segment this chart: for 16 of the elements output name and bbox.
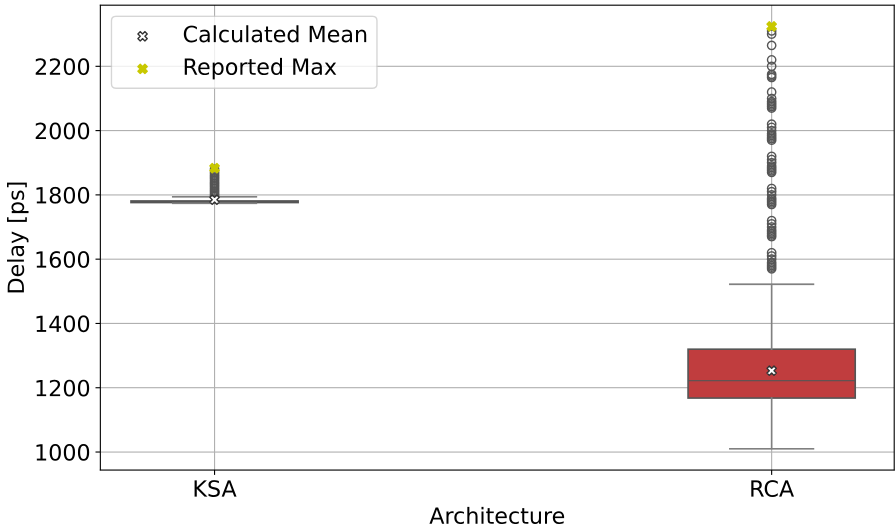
y-tick-label: 1400: [36, 315, 90, 332]
x-tick-label: RCA: [751, 480, 794, 497]
y-tick-label: 2000: [36, 122, 90, 140]
legend-label: Reported Max: [184, 58, 336, 80]
legend-label: Calculated Mean: [184, 25, 366, 42]
y-tick-label: 1000: [36, 444, 90, 461]
point: [766, 365, 777, 376]
x-axis-title: Architecture: [429, 506, 564, 524]
y-tick-label: 2200: [36, 58, 90, 76]
y-tick-label: 1800: [36, 186, 90, 204]
y-tick-label: 1600: [36, 251, 90, 268]
point: [766, 21, 777, 32]
point: [209, 194, 220, 206]
y-axis-title: Delay [ps]: [7, 182, 29, 292]
y-tick-label: 1200: [36, 380, 90, 396]
x-tick-label: KSA: [194, 480, 237, 497]
